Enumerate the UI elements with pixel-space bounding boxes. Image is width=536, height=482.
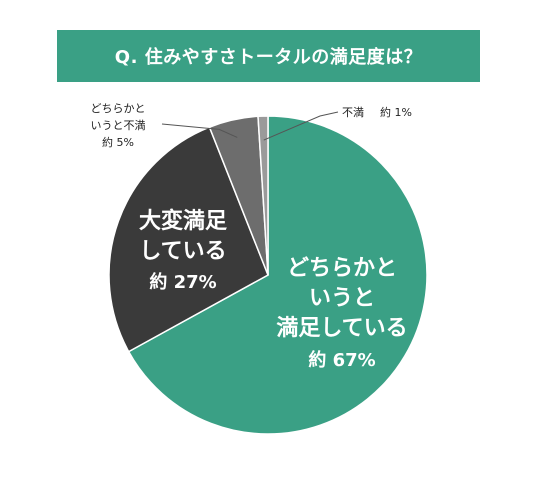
- slice-value-2: 約 5%: [102, 135, 134, 149]
- leader-lines: [161, 111, 339, 141]
- pie-slices: [108, 115, 428, 435]
- slice-label-0-line-1: いうと: [309, 286, 375, 311]
- pie-slice-1: [108, 126, 269, 353]
- leader-line-3: [263, 111, 339, 141]
- slice-value-1: 約 27%: [149, 271, 216, 293]
- slice-label-3-line-0: 不満: [342, 106, 364, 119]
- slice-value-0: 約 67%: [308, 349, 375, 371]
- slice-label-1-line-0: 大変満足: [139, 208, 227, 234]
- leader-line-2: [161, 123, 238, 138]
- slice-label-0-line-0: どちらかと: [287, 256, 397, 281]
- slice-label-0-line-2: 満足している: [276, 315, 407, 341]
- chart-title: Q. 住みやすさトータルの満足度は？: [57, 30, 480, 82]
- slice-label-2-line-0: どちらかと: [91, 102, 146, 115]
- slice-label-2-line-1: いうと不満: [91, 119, 146, 132]
- pie-slice-0: [127, 115, 428, 435]
- slice-value-3: 約 1%: [380, 105, 412, 119]
- slice-label-1-line-1: している: [139, 239, 226, 264]
- pie-slice-3: [257, 115, 269, 276]
